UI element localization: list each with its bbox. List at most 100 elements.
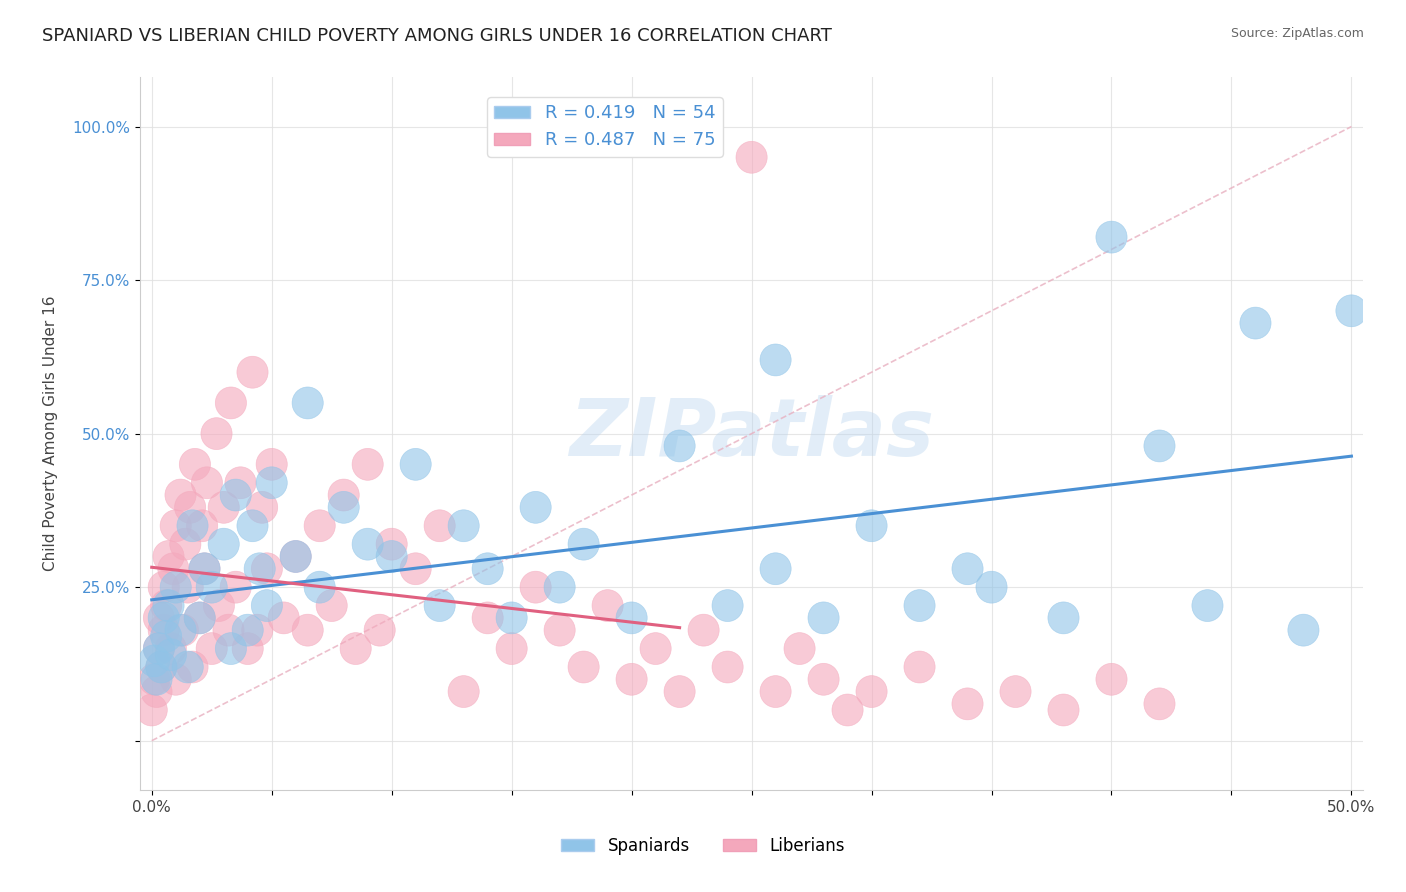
Ellipse shape xyxy=(520,571,551,603)
Ellipse shape xyxy=(856,510,887,541)
Ellipse shape xyxy=(167,615,198,646)
Ellipse shape xyxy=(832,694,863,726)
Ellipse shape xyxy=(157,553,188,585)
Ellipse shape xyxy=(187,510,218,541)
Ellipse shape xyxy=(201,417,232,450)
Ellipse shape xyxy=(664,675,695,707)
Ellipse shape xyxy=(184,602,215,634)
Ellipse shape xyxy=(544,571,575,603)
Ellipse shape xyxy=(292,615,323,646)
Ellipse shape xyxy=(221,479,252,511)
Ellipse shape xyxy=(952,553,983,585)
Ellipse shape xyxy=(761,675,792,707)
Ellipse shape xyxy=(252,590,283,622)
Ellipse shape xyxy=(225,467,256,499)
Ellipse shape xyxy=(165,615,195,646)
Ellipse shape xyxy=(148,615,180,646)
Ellipse shape xyxy=(180,449,211,480)
Ellipse shape xyxy=(761,344,792,376)
Ellipse shape xyxy=(153,590,184,622)
Ellipse shape xyxy=(146,651,177,683)
Ellipse shape xyxy=(304,510,335,541)
Ellipse shape xyxy=(143,632,174,665)
Ellipse shape xyxy=(375,541,408,573)
Ellipse shape xyxy=(155,639,187,671)
Ellipse shape xyxy=(153,541,184,573)
Ellipse shape xyxy=(328,491,360,524)
Ellipse shape xyxy=(245,553,276,585)
Ellipse shape xyxy=(449,510,479,541)
Ellipse shape xyxy=(1095,664,1128,695)
Ellipse shape xyxy=(232,615,263,646)
Ellipse shape xyxy=(148,602,180,634)
Ellipse shape xyxy=(141,675,172,707)
Ellipse shape xyxy=(711,651,744,683)
Ellipse shape xyxy=(208,491,239,524)
Ellipse shape xyxy=(246,491,278,524)
Ellipse shape xyxy=(184,602,215,634)
Ellipse shape xyxy=(568,528,599,560)
Ellipse shape xyxy=(143,602,174,634)
Ellipse shape xyxy=(155,632,187,665)
Ellipse shape xyxy=(688,615,720,646)
Ellipse shape xyxy=(785,632,815,665)
Ellipse shape xyxy=(472,553,503,585)
Ellipse shape xyxy=(172,571,204,603)
Ellipse shape xyxy=(146,651,177,683)
Ellipse shape xyxy=(592,590,623,622)
Ellipse shape xyxy=(1288,615,1319,646)
Ellipse shape xyxy=(364,615,395,646)
Ellipse shape xyxy=(472,602,503,634)
Ellipse shape xyxy=(212,615,245,646)
Ellipse shape xyxy=(352,449,384,480)
Ellipse shape xyxy=(711,590,744,622)
Ellipse shape xyxy=(280,541,311,573)
Ellipse shape xyxy=(160,571,191,603)
Text: Source: ZipAtlas.com: Source: ZipAtlas.com xyxy=(1230,27,1364,40)
Ellipse shape xyxy=(139,645,170,677)
Ellipse shape xyxy=(616,664,647,695)
Ellipse shape xyxy=(664,430,695,462)
Ellipse shape xyxy=(256,449,287,480)
Ellipse shape xyxy=(269,602,299,634)
Ellipse shape xyxy=(236,356,269,388)
Ellipse shape xyxy=(280,541,311,573)
Ellipse shape xyxy=(177,510,208,541)
Ellipse shape xyxy=(640,632,671,665)
Ellipse shape xyxy=(236,510,269,541)
Ellipse shape xyxy=(520,491,551,524)
Ellipse shape xyxy=(1095,221,1128,253)
Ellipse shape xyxy=(160,664,191,695)
Ellipse shape xyxy=(1000,675,1031,707)
Ellipse shape xyxy=(195,632,228,665)
Ellipse shape xyxy=(188,553,221,585)
Ellipse shape xyxy=(616,602,647,634)
Y-axis label: Child Poverty Among Girls Under 16: Child Poverty Among Girls Under 16 xyxy=(44,296,58,572)
Ellipse shape xyxy=(352,528,384,560)
Ellipse shape xyxy=(1336,295,1367,326)
Ellipse shape xyxy=(1144,430,1175,462)
Ellipse shape xyxy=(304,571,335,603)
Ellipse shape xyxy=(1144,688,1175,720)
Ellipse shape xyxy=(150,590,181,622)
Legend: Spaniards, Liberians: Spaniards, Liberians xyxy=(554,830,852,862)
Ellipse shape xyxy=(141,664,172,695)
Legend: R = 0.419   N = 54, R = 0.487   N = 75: R = 0.419 N = 54, R = 0.487 N = 75 xyxy=(486,97,723,157)
Ellipse shape xyxy=(150,620,181,652)
Ellipse shape xyxy=(735,141,768,173)
Ellipse shape xyxy=(204,590,235,622)
Ellipse shape xyxy=(208,528,239,560)
Ellipse shape xyxy=(177,651,208,683)
Ellipse shape xyxy=(316,590,347,622)
Ellipse shape xyxy=(1192,590,1223,622)
Ellipse shape xyxy=(256,467,287,499)
Ellipse shape xyxy=(170,528,201,560)
Ellipse shape xyxy=(375,528,408,560)
Ellipse shape xyxy=(1047,602,1078,634)
Ellipse shape xyxy=(172,651,204,683)
Ellipse shape xyxy=(401,449,432,480)
Ellipse shape xyxy=(808,602,839,634)
Ellipse shape xyxy=(496,632,527,665)
Ellipse shape xyxy=(340,632,371,665)
Ellipse shape xyxy=(143,632,174,665)
